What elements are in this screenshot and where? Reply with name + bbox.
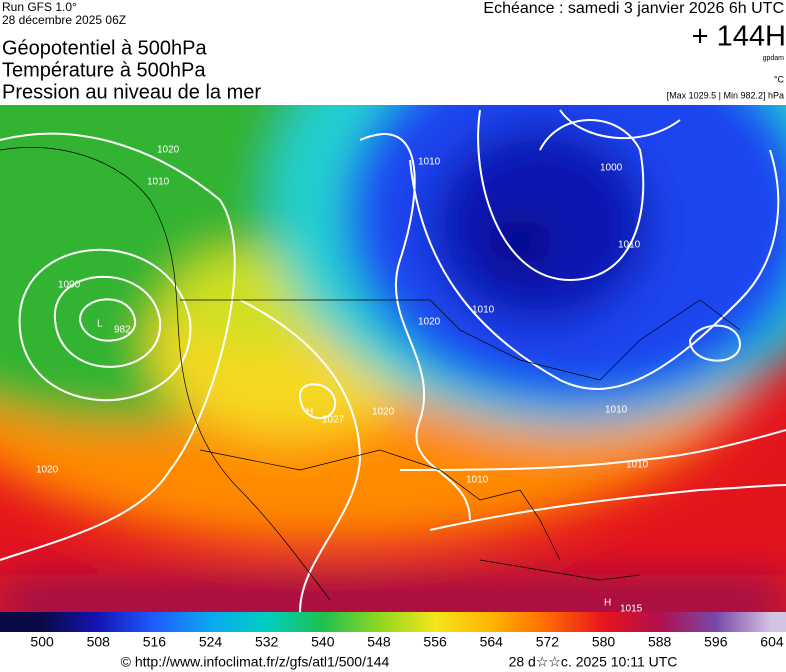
title-line: Température à 500hPa [2,59,206,81]
isobar-label: 1010 [466,475,489,486]
colorbar-label: 564 [480,634,504,650]
colorbar-label: 516 [143,634,167,650]
run-date: 28 décembre 2025 06Z [2,13,126,27]
colorbar-label: 588 [648,634,672,650]
colorbar-label: 500 [30,634,54,650]
isobar-label: 982 [114,325,131,336]
colorbar-label: 524 [199,634,223,650]
isobar-label: 1020 [36,465,59,476]
colorbar-label: 548 [367,634,391,650]
isobar-label: 1010 [472,305,495,316]
unit: gpdam [763,55,785,62]
unit: °C [774,74,785,84]
isobar-label: 1020 [157,145,180,156]
title-line: Géopotentiel à 500hPa [2,37,207,59]
colorbar-label: 580 [592,634,616,650]
colorbar-label: 572 [536,634,560,650]
high-marker: H [604,598,611,609]
isobar-label: 1015 [620,604,643,615]
valid-time: Echéance : samedi 3 janvier 2026 6h UTC [483,0,784,17]
footer-date: 28 d☆☆c. 2025 10:11 UTC [509,654,678,670]
pressure-range: [Max 1029.5 | Min 982.2] hPa [667,90,784,100]
isobar-label: 1020 [372,407,395,418]
isobar-label: 1010 [147,177,170,188]
colorbar-ticks: 500 508 516 524 532 540 548 556 564 572 580 588 596 6… [30,634,783,650]
isobar-label: 1000 [600,163,623,174]
isobar-label: 1000 [58,280,81,291]
map: 1020 1010 1000 L 982 1010 1000 1010 1020… [0,105,786,615]
isobar-label: 1027 [322,415,345,426]
isobar-label: 1010 [605,405,628,416]
lead-time: + 144H [692,21,786,53]
colorbar-label: 508 [87,634,111,650]
isobar-label: 1010 [418,157,441,168]
title-line: Pression au niveau de la mer [2,81,261,103]
run: Run GFS 1.0° [2,0,77,14]
colorbar-label: 604 [760,634,784,650]
high-marker: H [306,407,313,418]
colorbar-label: 540 [311,634,335,650]
colorbar-label: 596 [704,634,728,650]
low-marker: L [97,319,103,330]
isobar-label: 1010 [626,460,649,471]
colorbar-label: 532 [255,634,279,650]
footer-source: © http://www.infoclimat.fr/z/gfs/atl1/50… [121,654,390,670]
isobar-label: 1010 [618,240,641,251]
colorbar [0,612,786,632]
isobar-label: 1020 [418,317,441,328]
colorbar-label: 556 [423,634,447,650]
